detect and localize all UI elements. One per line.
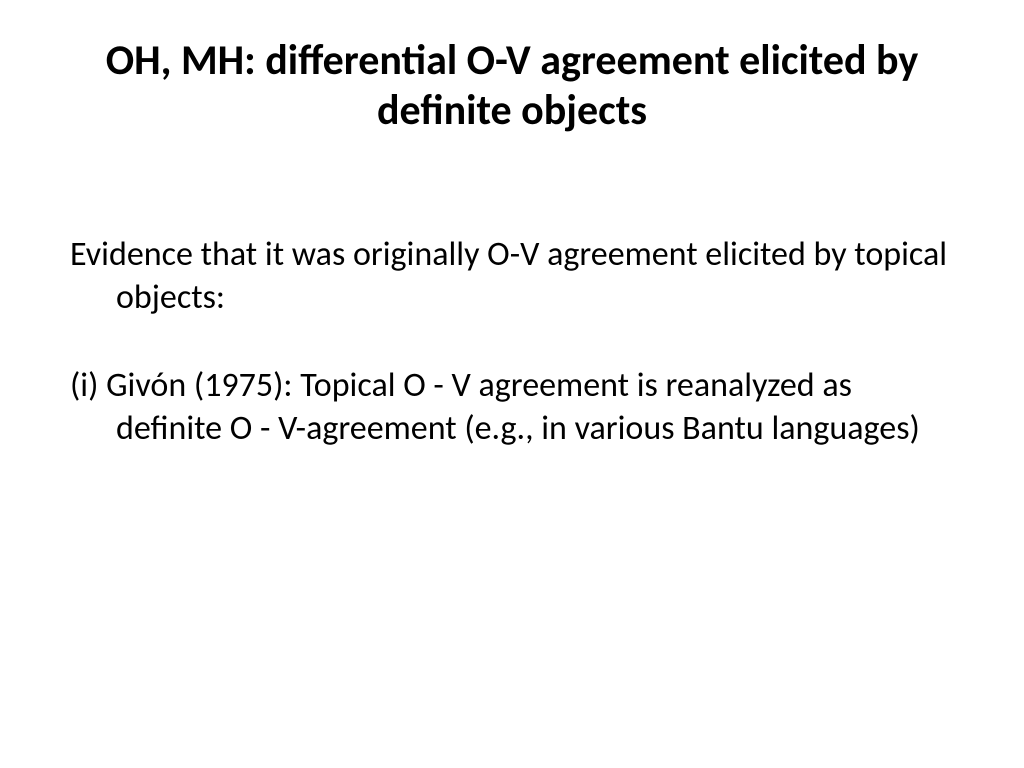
body-paragraph: Evidence that it was originally O-V agre… <box>70 233 954 320</box>
slide-body: Evidence that it was originally O-V agre… <box>70 233 954 451</box>
slide-title: OH, MH: differential O-V agreement elici… <box>70 36 954 137</box>
body-paragraph: (i) Givón (1975): Topical O - V agreemen… <box>70 364 954 451</box>
slide: OH, MH: differential O-V agreement elici… <box>0 0 1024 768</box>
